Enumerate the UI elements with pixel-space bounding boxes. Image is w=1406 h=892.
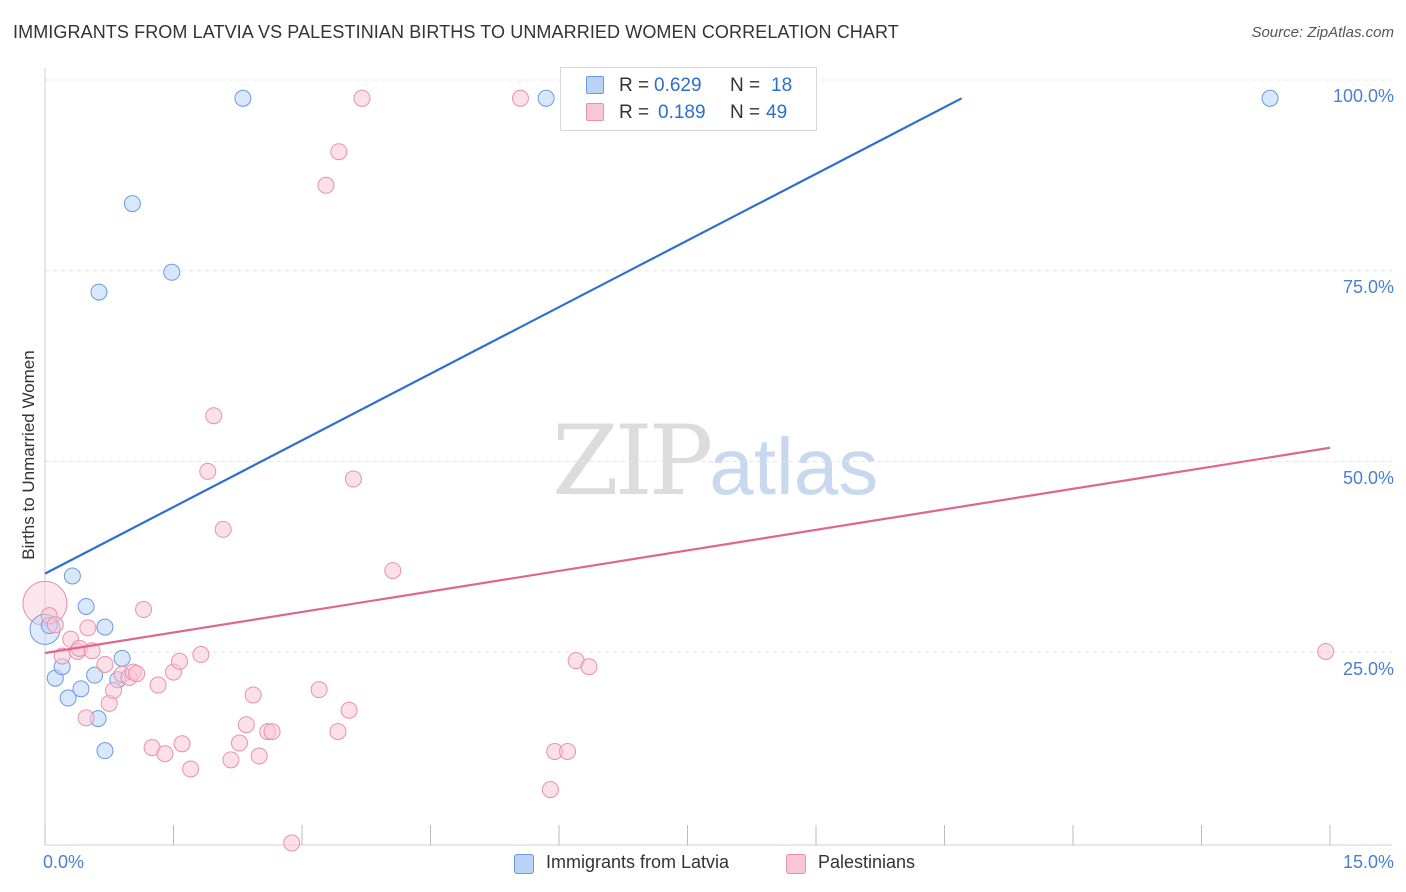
trend-line-palestinians [44, 446, 1331, 655]
data-point-palestinians [244, 686, 262, 704]
data-point-latvia [96, 742, 114, 760]
data-point-palestinians [283, 834, 301, 852]
legend-swatch-latvia [514, 854, 534, 874]
data-point-palestinians [384, 562, 402, 580]
data-point-palestinians [317, 176, 335, 194]
data-point-latvia [63, 567, 81, 585]
stats-r-label: R = [619, 75, 650, 96]
data-point-latvia [90, 283, 108, 301]
data-point-latvia [1261, 89, 1279, 107]
data-point-palestinians [559, 742, 577, 760]
data-point-palestinians [263, 723, 281, 741]
legend-label-palestinians: Palestinians [818, 852, 916, 872]
x-tick-label-max: 15.0% [1342, 852, 1394, 872]
data-point-palestinians [96, 655, 114, 673]
data-point-palestinians [170, 652, 188, 670]
stats-swatch-palestinians [586, 103, 604, 121]
data-point-palestinians [192, 646, 210, 664]
data-point-latvia [163, 263, 181, 281]
data-point-latvia [234, 89, 252, 107]
data-point-latvia [72, 680, 90, 698]
data-point-palestinians [222, 751, 240, 769]
data-point-latvia [96, 618, 114, 636]
trend-line-latvia [44, 97, 963, 575]
data-point-palestinians [77, 709, 95, 727]
data-point-palestinians [1317, 642, 1335, 660]
data-point-palestinians [310, 681, 328, 699]
data-point-palestinians [329, 723, 347, 741]
data-point-palestinians [173, 735, 191, 753]
data-point-latvia [123, 195, 141, 213]
x-tick-label-min: 0.0% [43, 852, 85, 872]
data-point-palestinians [344, 470, 362, 488]
data-point-palestinians [230, 734, 248, 752]
data-point-palestinians [340, 701, 358, 719]
y-axis-label: Births to Unmarried Women [19, 350, 38, 560]
y-tick-label-100: 100.0% [1332, 86, 1394, 106]
stats-n-label: N = [730, 102, 761, 123]
y-tick-label-75: 75.0% [1342, 277, 1394, 297]
watermark: ZIPatlas [552, 405, 878, 517]
chart-title: IMMIGRANTS FROM LATVIA VS PALESTINIAN BI… [13, 22, 899, 42]
data-point-palestinians [250, 747, 268, 765]
data-point-latvia [86, 666, 104, 684]
data-point-palestinians [541, 781, 559, 799]
data-point-palestinians [205, 407, 223, 425]
data-point-palestinians [128, 665, 146, 683]
stats-r-label: R = [619, 102, 650, 123]
data-point-latvia [113, 649, 131, 667]
data-point-palestinians [330, 143, 348, 161]
data-point-palestinians [79, 619, 97, 637]
data-point-palestinians [149, 676, 167, 694]
y-tick-label-25: 25.0% [1342, 659, 1394, 679]
source-label: Source: ZipAtlas.com [1251, 24, 1394, 41]
data-point-palestinians [580, 658, 598, 676]
data-point-latvia [77, 597, 95, 615]
correlation-stats-box: R = 0.629 N = 18 R = 0.189 N = 49 [560, 67, 817, 131]
data-point-palestinians [46, 616, 64, 634]
data-point-palestinians [182, 760, 200, 778]
watermark-atlas: atlas [709, 422, 879, 511]
data-point-latvia [59, 689, 77, 707]
data-point-palestinians [237, 716, 255, 734]
stats-r-value-latvia: 0.629 [654, 75, 702, 96]
stats-n-value-latvia: 18 [771, 75, 793, 96]
data-point-palestinians [105, 681, 123, 699]
stats-swatch-latvia [586, 76, 604, 94]
data-point-palestinians [135, 601, 153, 619]
stats-n-value-palestinians: 49 [766, 102, 788, 123]
stats-n-label: N = [730, 75, 761, 96]
data-point-latvia [537, 89, 555, 107]
data-point-palestinians [214, 520, 232, 538]
legend-label-latvia: Immigrants from Latvia [546, 852, 730, 872]
y-tick-label-50: 50.0% [1342, 468, 1394, 488]
data-point-palestinians [199, 462, 217, 480]
data-point-palestinians [511, 89, 529, 107]
legend-swatch-palestinians [786, 854, 806, 874]
data-point-palestinians [353, 89, 371, 107]
data-point-palestinians [156, 745, 174, 763]
data-point-palestinians [53, 647, 71, 665]
stats-r-value-palestinians: 0.189 [658, 102, 706, 123]
